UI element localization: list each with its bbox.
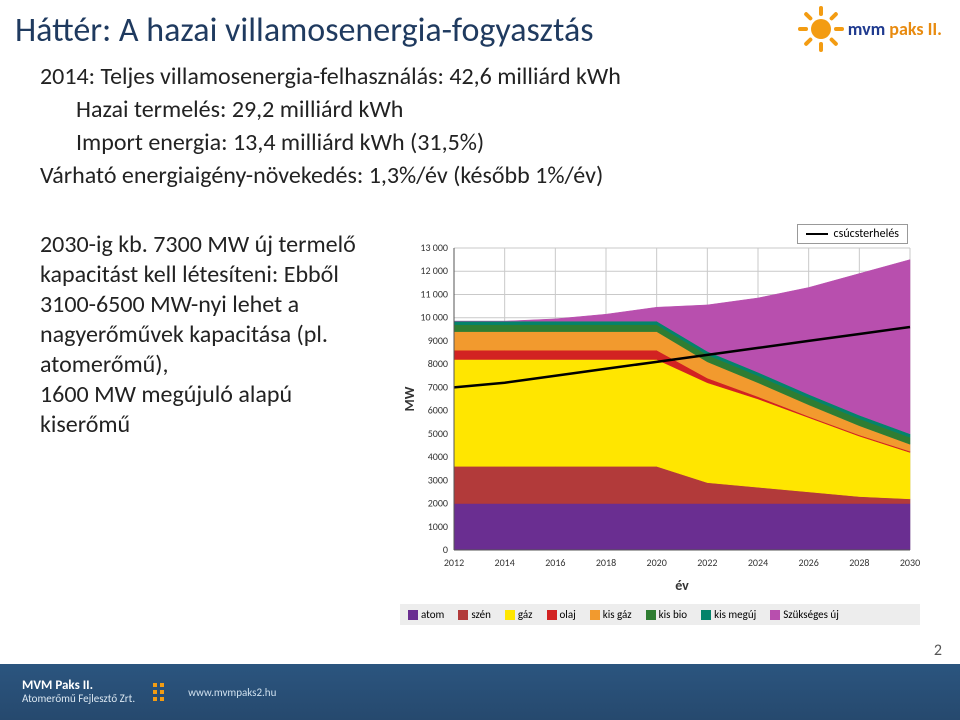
svg-text:0: 0 [443,543,448,556]
svg-text:6000: 6000 [428,404,448,417]
body-text: 2014: Teljes villamosenergia-felhasználá… [40,62,940,194]
svg-text:MW: MW [401,386,418,411]
svg-text:2022: 2022 [697,556,717,569]
capacity-chart: csúcsterhelés 0 1000 2000 3000 4000 5000 6000 7… [400,218,920,598]
legend-item: olaj [547,608,576,621]
left-paragraph: 2030-ig kb. 7300 MW új termelő kapacitás… [40,230,380,440]
bullet-0: 2014: Teljes villamosenergia-felhasználá… [40,62,940,91]
chart-svg: 0 1000 2000 3000 4000 5000 6000 7000 8000 9000 10 … [400,218,920,598]
legend-item: atom [408,608,444,621]
svg-text:5000: 5000 [428,427,448,440]
sun-icon [800,8,842,50]
peak-legend-box: csúcsterhelés [797,224,908,244]
bullet-2: Import energia: 13,4 milliárd kWh (31,5%… [40,128,940,157]
bullet-3: Várható energiaigény-növekedés: 1,3%/év … [40,161,940,190]
bullet-1: Hazai termelés: 29,2 milliárd kWh [40,95,940,124]
page-title: Háttér: A hazai villamosenergia-fogyaszt… [15,10,594,51]
svg-text:4000: 4000 [428,450,448,463]
svg-text:2028: 2028 [849,556,869,569]
footer-text: MVM Paks II. Atomerőmű Fejlesztő Zrt. [22,679,135,706]
slide: { "title": "Háttér: A hazai villamosener… [0,0,960,720]
svg-text:9000: 9000 [428,334,448,347]
svg-text:2024: 2024 [748,556,768,569]
svg-text:13 000: 13 000 [420,241,448,254]
svg-text:2026: 2026 [799,556,819,569]
legend-item: kis gáz [590,608,632,621]
footer-url: www.mvmpaks2.hu [188,686,276,699]
svg-text:7000: 7000 [428,380,448,393]
legend-item: kis bio [646,608,687,621]
legend-item: kis megúj [701,608,756,621]
svg-text:2000: 2000 [428,497,448,510]
svg-text:1000: 1000 [428,520,448,533]
svg-text:2016: 2016 [545,556,565,569]
svg-text:2014: 2014 [495,556,515,569]
page-number: 2 [934,641,942,660]
svg-text:8000: 8000 [428,357,448,370]
svg-text:3000: 3000 [428,473,448,486]
svg-text:10 000: 10 000 [420,311,448,324]
footer-bar: MVM Paks II. Atomerőmű Fejlesztő Zrt. ww… [0,664,960,720]
logo-text: mvm paks II. [848,18,942,40]
chart-legend: atom szén gáz olaj kis gáz kis bio kis megúj Sz… [400,604,920,625]
svg-text:2012: 2012 [444,556,464,569]
svg-text:2018: 2018 [596,556,616,569]
svg-text:12 000: 12 000 [420,264,448,277]
legend-item: szén [458,608,491,621]
dots-icon [153,683,164,701]
svg-text:11 000: 11 000 [420,287,448,300]
svg-text:2030: 2030 [900,556,920,569]
svg-text:év: év [675,577,689,594]
legend-item: gáz [505,608,533,621]
legend-item: Szükséges új [770,608,839,621]
svg-text:2020: 2020 [647,556,667,569]
header-logo: mvm paks II. [800,8,942,50]
